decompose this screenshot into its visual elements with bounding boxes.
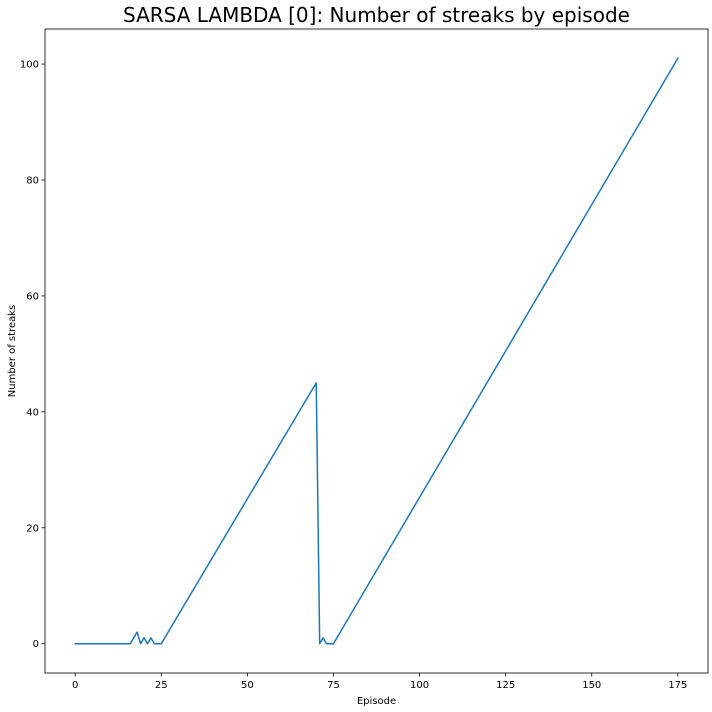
x-tick-label: 125 xyxy=(496,680,515,691)
plot-area: 0 25 50 75 100 125 150 175 0 20 40 60 80 100 xyxy=(20,28,709,691)
x-tick-label: 100 xyxy=(410,680,429,691)
x-tick-label: 150 xyxy=(582,680,601,691)
axes-frame xyxy=(44,28,709,674)
x-tick-label: 25 xyxy=(155,680,168,691)
y-tick-label: 20 xyxy=(26,523,39,534)
y-tick-label: 40 xyxy=(26,407,39,418)
series-line-0 xyxy=(74,57,679,645)
y-tick-label: 0 xyxy=(33,639,39,650)
x-tick-label: 50 xyxy=(241,680,254,691)
y-tick-label: 100 xyxy=(20,60,39,71)
x-tick-label: 0 xyxy=(72,680,78,691)
y-tick-label: 60 xyxy=(26,291,39,302)
x-tick-label: 175 xyxy=(668,680,687,691)
y-tick-label: 80 xyxy=(26,176,39,187)
y-axis-label: Number of streaks xyxy=(7,305,18,397)
chart-title: SARSA LAMBDA [0]: Number of streaks by e… xyxy=(123,3,630,27)
x-tick-label: 75 xyxy=(327,680,340,691)
x-axis-label: Episode xyxy=(357,696,396,707)
